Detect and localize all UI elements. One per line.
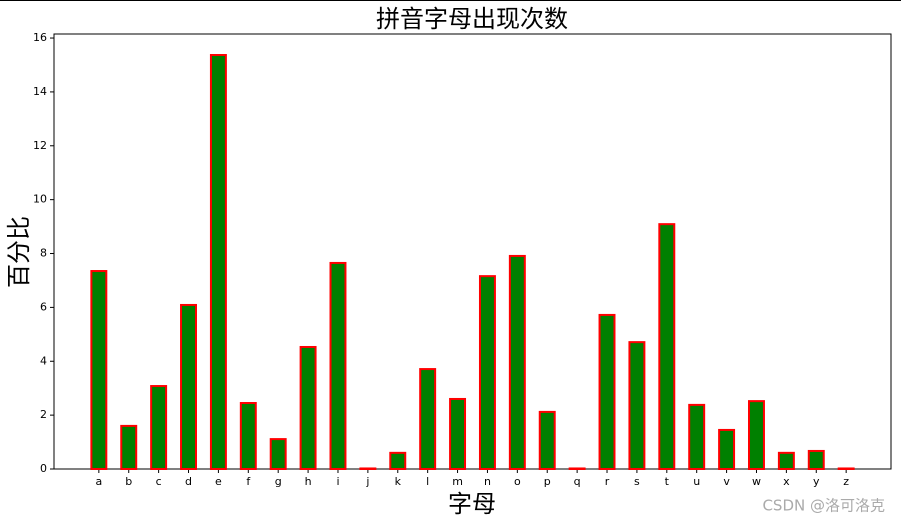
x-tick-label: a xyxy=(95,475,102,488)
bar xyxy=(777,451,795,471)
x-tick-label: r xyxy=(605,475,610,488)
y-tick-label: 4 xyxy=(40,354,47,367)
bar xyxy=(748,400,765,470)
bar xyxy=(837,467,855,471)
bar xyxy=(598,313,616,470)
bar xyxy=(419,368,437,470)
x-tick-label: t xyxy=(665,475,670,488)
x-tick-label: i xyxy=(336,475,339,488)
bar xyxy=(150,385,168,471)
x-tick-label: u xyxy=(693,475,700,488)
x-tick-label: k xyxy=(395,475,402,488)
bar xyxy=(269,438,287,471)
bar xyxy=(329,261,347,470)
bar xyxy=(478,275,496,470)
bar xyxy=(389,451,407,471)
y-tick-label: 12 xyxy=(33,139,47,152)
y-axis-label: 百分比 xyxy=(5,216,33,288)
x-tick-label: l xyxy=(426,475,429,488)
x-tick-label: g xyxy=(275,475,282,488)
bar xyxy=(180,303,197,470)
x-tick-label: d xyxy=(185,475,192,488)
plot-frame xyxy=(53,33,892,470)
x-tick-label: e xyxy=(215,475,222,488)
x-tick-label: p xyxy=(544,475,551,488)
bar xyxy=(120,424,138,470)
x-axis-label: 字母 xyxy=(448,490,496,518)
x-tick-label: f xyxy=(246,475,251,488)
x-tick-label: x xyxy=(783,475,790,488)
y-tick-label: 0 xyxy=(40,462,47,475)
watermark: CSDN @洛可洛克 xyxy=(762,497,885,515)
x-tick-label: w xyxy=(752,475,761,488)
y-tick-label: 2 xyxy=(40,408,47,421)
bar xyxy=(658,223,676,470)
bar xyxy=(718,428,736,471)
bar xyxy=(807,449,825,470)
y-tick-label: 10 xyxy=(33,193,47,206)
y-tick-label: 16 xyxy=(33,31,47,44)
bar xyxy=(90,270,108,470)
x-tick-label: q xyxy=(574,475,581,488)
x-tick-label: z xyxy=(843,475,849,488)
x-tick-label: o xyxy=(514,475,521,488)
x-tick-label: b xyxy=(125,475,132,488)
bar xyxy=(299,345,317,471)
bar xyxy=(538,410,556,470)
x-tick-label: c xyxy=(156,475,162,488)
x-tick-label: s xyxy=(634,475,640,488)
bar xyxy=(688,403,706,471)
chart-title: 拼音字母出现次数 xyxy=(376,5,568,33)
x-tick-label: h xyxy=(305,475,312,488)
x-tick-label: m xyxy=(452,475,463,488)
y-tick-label: 14 xyxy=(33,85,47,98)
bar xyxy=(568,467,586,471)
bar xyxy=(359,467,377,471)
bar xyxy=(508,254,526,470)
y-tick-label: 8 xyxy=(40,247,47,260)
bar xyxy=(628,341,646,471)
bar xyxy=(449,397,467,471)
x-tick-label: j xyxy=(365,475,369,488)
x-tick-label: n xyxy=(484,475,491,488)
x-tick-label: v xyxy=(723,475,730,488)
bar xyxy=(209,54,227,471)
y-tick-label: 6 xyxy=(40,300,47,313)
bar xyxy=(239,402,257,470)
x-tick-label: y xyxy=(813,475,820,488)
